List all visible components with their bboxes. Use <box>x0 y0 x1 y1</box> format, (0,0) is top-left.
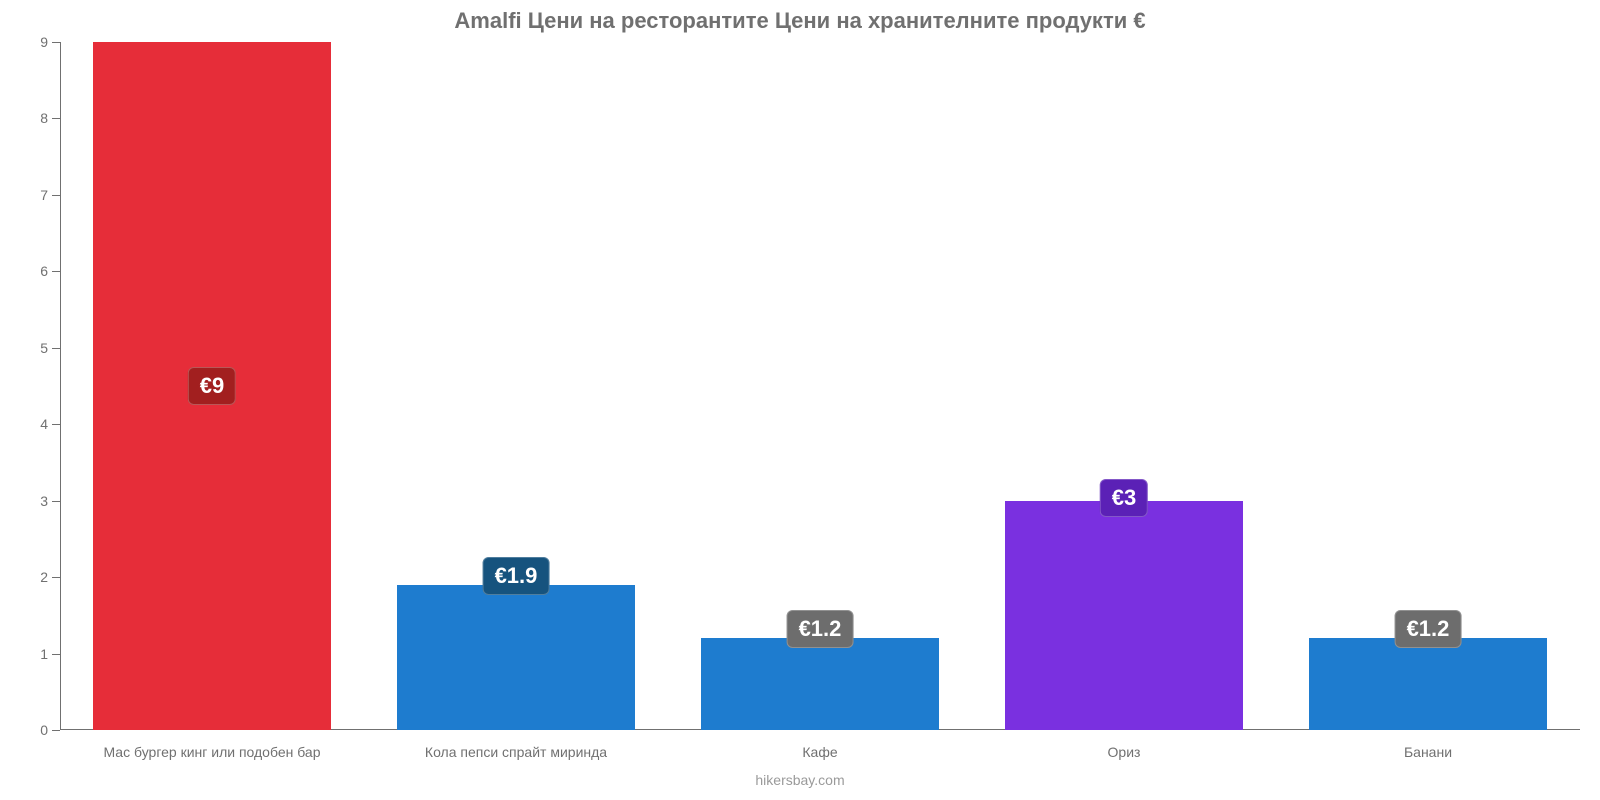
value-badge: €1.2 <box>1395 610 1462 648</box>
y-tick-label: 3 <box>40 493 60 509</box>
y-tick-label: 8 <box>40 110 60 126</box>
value-badge: €1.2 <box>787 610 854 648</box>
bar-slot: €1.2 <box>668 42 972 730</box>
bar: €9 <box>93 42 330 730</box>
bar: €3 <box>1005 501 1242 730</box>
bar-slot: €1.9 <box>364 42 668 730</box>
x-category-label: Кола пепси спрайт миринда <box>364 744 668 760</box>
bar-slot: €3 <box>972 42 1276 730</box>
x-category-label: Кафе <box>668 744 972 760</box>
value-badge: €3 <box>1100 479 1148 517</box>
y-tick-label: 0 <box>40 722 60 738</box>
price-bar-chart: Amalfi Цени на ресторантите Цени на хран… <box>0 0 1600 800</box>
y-tick-label: 1 <box>40 646 60 662</box>
bar-slot: €9 <box>60 42 364 730</box>
y-tick-label: 2 <box>40 569 60 585</box>
x-category-label: Банани <box>1276 744 1580 760</box>
y-tick-label: 5 <box>40 340 60 356</box>
bar: €1.9 <box>397 585 634 730</box>
chart-title: Amalfi Цени на ресторантите Цени на хран… <box>0 8 1600 34</box>
value-badge: €1.9 <box>483 557 550 595</box>
y-tick-label: 7 <box>40 187 60 203</box>
y-tick-label: 6 <box>40 263 60 279</box>
bars-container: €9 €1.9 €1.2 €3 €1.2 <box>60 42 1580 730</box>
x-category-label: Мас бургер кинг или подобен бар <box>60 744 364 760</box>
x-labels-row: Мас бургер кинг или подобен барКола пепс… <box>60 744 1580 760</box>
x-category-label: Ориз <box>972 744 1276 760</box>
y-tick-label: 9 <box>40 34 60 50</box>
y-tick-label: 4 <box>40 416 60 432</box>
bar: €1.2 <box>1309 638 1546 730</box>
value-badge: €9 <box>188 367 236 405</box>
bar-slot: €1.2 <box>1276 42 1580 730</box>
chart-footer: hikersbay.com <box>0 772 1600 788</box>
bar: €1.2 <box>701 638 938 730</box>
plot-area: €9€1.9€1.2€3€1.2 0123456789 <box>60 42 1580 730</box>
